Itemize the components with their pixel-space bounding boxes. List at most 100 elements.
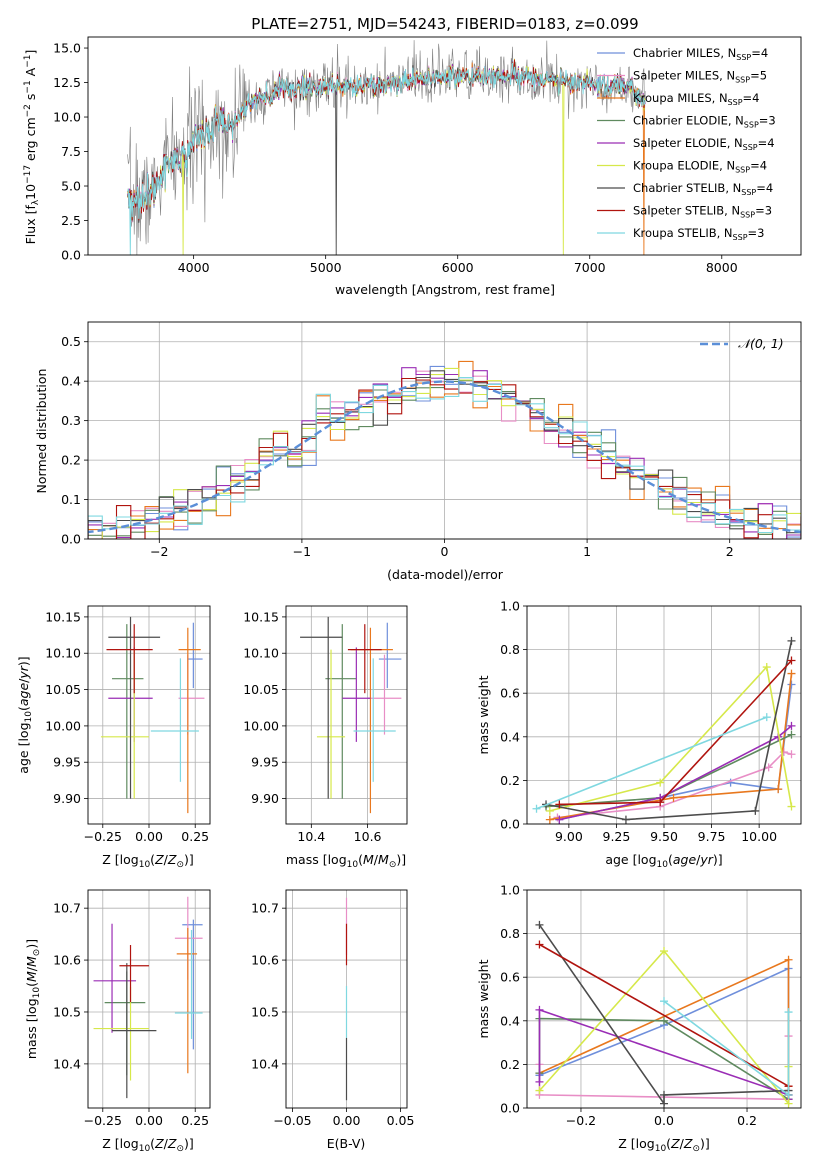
spectrum-ylabel: Flux [fλ10−17 erg cm−2 s−1 A−1] — [23, 50, 41, 245]
age-vs-metallicity-plot-area: −0.25 0.00 0.25 9.90 9.95 10.00 10.05 10.10 10.1… — [45, 605, 211, 844]
age-vs-metallicity-marks — [100, 616, 205, 814]
massweight-vs-age-marker-gray-1 — [621, 815, 630, 824]
spectrum-model-cyan — [127, 62, 646, 255]
age-vs-metallicity-ytick-label-1: 9.95 — [53, 755, 81, 770]
massweight-vs-age-ytick-label-4: 0.8 — [500, 642, 520, 657]
massweight-vs-age-panel: 9.00 9.25 9.50 9.75 10.000.00.20.40.60.81.0 … — [476, 599, 802, 870]
massweight-vs-age-marks — [532, 636, 796, 824]
spectrum-ytick-label-4: 10.0 — [53, 110, 81, 125]
massweight-vs-metallicity-ytick-label-1: 0.2 — [500, 1057, 520, 1072]
massweight-vs-age-marker-orange-0 — [545, 815, 554, 824]
massweight-vs-age-xlabel-text: age [log — [605, 852, 656, 867]
mass-vs-ebv-xtick-label-1: 0.00 — [333, 1113, 361, 1128]
spectrum-legend-label-5: Kroupa ELODIE, NSSP=4 — [633, 159, 767, 175]
mass-vs-ebv-xlabel: E(B-V) — [327, 1136, 366, 1151]
residual-ylabel: Normed distribution — [34, 369, 49, 494]
massweight-vs-metallicity-marker-gray-2 — [660, 1090, 668, 1099]
spectrum-xtick-label-0: 4000 — [178, 260, 210, 275]
residual-legend-label: 𝒩(0, 1) — [738, 336, 784, 351]
age-vs-mass-ytick-label-3: 10.05 — [243, 682, 279, 697]
massweight-vs-age-marker-red-1 — [656, 798, 665, 807]
spectrum-legend-label-3: Chabrier ELODIE, NSSP=3 — [633, 114, 776, 130]
mass-vs-metallicity-ytick-label-2: 10.6 — [53, 953, 81, 968]
massweight-vs-metallicity-xtick-label-1: 0.0 — [654, 1113, 674, 1128]
massweight-vs-age-marker-purple-3 — [787, 721, 796, 730]
residual-ytick-label-0: 0.0 — [61, 532, 81, 547]
massweight-vs-metallicity-line-gray — [538, 924, 789, 1107]
massweight-vs-age-xtick-label-3: 9.75 — [698, 829, 726, 844]
massweight-vs-metallicity-panel: −0.2 0.0 0.2 0.0 0.2 0.4 0.6 0.8 1.0 Z [log10(Z/… — [476, 883, 802, 1154]
massweight-vs-metallicity-marker-green-2 — [660, 1016, 668, 1025]
residual-ytick-label-4: 0.4 — [61, 374, 81, 389]
mass-vs-metallicity-panel: −0.25 0.00 0.25 10.4 10.5 10.6 10.7 Z [log10(Z… — [24, 889, 211, 1154]
spectrum-xtick-label-4: 8000 — [706, 260, 738, 275]
spectrum-title: PLATE=2751, MJD=54243, FIBERID=0183, z=0… — [251, 15, 638, 33]
spectrum-legend: Chabrier MILES, NSSP=4 Salpeter MILES, NS… — [597, 46, 776, 242]
massweight-vs-age-marker-blue-4 — [787, 680, 796, 689]
age-vs-mass-panel: 10.4 10.6 9.90 9.95 10.00 10.05 10.10 10.15 mas… — [243, 605, 408, 870]
massweight-vs-age-marker-pink-2 — [764, 763, 773, 772]
age-vs-metallicity-ylabel-text: age [log — [16, 722, 31, 773]
spectrum-ytick-label-0: 0.0 — [61, 248, 81, 263]
spectrum-ytick-label-6: 15.0 — [53, 41, 81, 56]
residual-panel: −2 −1 0 1 2 0.0 0.1 0.2 0.3 0.4 0.5 𝒩(0, 1) (data-m… — [34, 321, 802, 582]
residual-frame — [87, 321, 802, 540]
age-vs-mass-marks — [300, 616, 402, 814]
mass-vs-ebv-ytick-label-1: 10.5 — [251, 1004, 279, 1019]
residual-ytick-label-3: 0.3 — [61, 413, 81, 428]
massweight-vs-age-marker-yellow-0 — [545, 806, 554, 815]
massweight-vs-age-line-red — [559, 659, 793, 806]
age-vs-mass-xtick-label-1: 10.6 — [354, 829, 382, 844]
residual-plot-area: −2 −1 0 1 2 0.0 0.1 0.2 0.3 0.4 0.5 𝒩(0, 1) — [61, 321, 802, 559]
massweight-vs-age-line-yellow — [549, 665, 793, 812]
mass-vs-metallicity-xtick-label-1: 0.00 — [135, 1113, 163, 1128]
age-vs-metallicity-ytick-label-4: 10.10 — [45, 646, 81, 661]
mass-vs-metallicity-plot-area: −0.25 0.00 0.25 10.4 10.5 10.6 10.7 — [53, 889, 211, 1128]
mass-vs-metallicity-xlabel-text: Z [log — [102, 1136, 138, 1151]
spectrum-legend-label-0: Chabrier MILES, NSSP=4 — [633, 46, 768, 62]
massweight-vs-metallicity-ytick-label-3: 0.6 — [500, 970, 520, 985]
age-vs-metallicity-ytick-label-5: 10.15 — [45, 609, 81, 624]
massweight-vs-age-marker-yellow-1 — [656, 778, 665, 787]
age-vs-mass-ytick-label-5: 10.15 — [243, 609, 279, 624]
spectrum-legend-label-8: Kroupa STELIB, NSSP=3 — [633, 226, 764, 242]
residual-xlabel: (data-model)/error — [387, 567, 504, 582]
residual-ytick-label-2: 0.2 — [61, 453, 81, 468]
massweight-vs-age-ytick-label-5: 1.0 — [500, 599, 520, 614]
mass-vs-ebv-xtick-label-0: −0.05 — [273, 1113, 311, 1128]
massweight-vs-metallicity-xtick-label-0: −0.2 — [566, 1113, 596, 1128]
massweight-vs-age-xtick-label-4: 10.00 — [741, 829, 777, 844]
massweight-vs-metallicity-plot-area: −0.2 0.0 0.2 0.0 0.2 0.4 0.6 0.8 1.0 — [500, 883, 802, 1128]
massweight-vs-age-xtick-label-2: 9.50 — [650, 829, 678, 844]
spectrum-xtick-label-3: 7000 — [574, 260, 606, 275]
spectrum-xlabel: wavelength [Angstrom, rest frame] — [335, 282, 555, 297]
spectrum-legend-label-1: Salpeter MILES, NSSP=5 — [633, 69, 767, 85]
mass-vs-ebv-frame — [285, 889, 408, 1109]
spectrum-ytick-label-1: 2.5 — [61, 213, 81, 228]
spectrum-observed-line — [127, 40, 646, 255]
mass-vs-ebv-xtick-label-2: 0.05 — [387, 1113, 415, 1128]
age-vs-metallicity-xtick-label-0: −0.25 — [84, 829, 122, 844]
massweight-vs-age-line-cyan — [536, 716, 767, 810]
mass-vs-metallicity-marks — [93, 896, 203, 1099]
massweight-vs-age-ylabel: mass weight — [476, 675, 491, 754]
spectrum-ytick-label-2: 5.0 — [61, 179, 81, 194]
residual-xtick-label-2: 0 — [441, 544, 449, 559]
age-vs-metallicity-frame — [87, 605, 211, 825]
massweight-vs-age-ytick-label-3: 0.6 — [500, 686, 520, 701]
age-vs-mass-ytick-label-4: 10.10 — [243, 646, 279, 661]
spectrum-legend-label-2: Kroupa MILES, NSSP=4 — [633, 91, 759, 107]
age-vs-metallicity-panel: −0.25 0.00 0.25 9.90 9.95 10.00 10.05 10.10 10.1… — [16, 605, 211, 870]
massweight-vs-age-marker-cyan-1 — [762, 713, 771, 722]
massweight-vs-metallicity-ytick-label-0: 0.0 — [500, 1101, 520, 1116]
massweight-vs-age-marker-orange-3 — [787, 669, 796, 678]
spectrum-ytick-label-3: 7.5 — [61, 144, 81, 159]
massweight-vs-age-ytick-label-0: 0.0 — [500, 817, 520, 832]
mass-vs-ebv-ytick-label-2: 10.6 — [251, 953, 279, 968]
massweight-vs-metallicity-frame — [526, 889, 802, 1109]
age-vs-mass-ytick-label-0: 9.90 — [251, 791, 279, 806]
age-vs-metallicity-xtick-label-2: 0.25 — [181, 829, 209, 844]
age-vs-metallicity-ytick-label-3: 10.05 — [45, 682, 81, 697]
massweight-vs-age-marker-green-2 — [787, 730, 796, 739]
residual-xtick-label-4: 2 — [726, 544, 734, 559]
